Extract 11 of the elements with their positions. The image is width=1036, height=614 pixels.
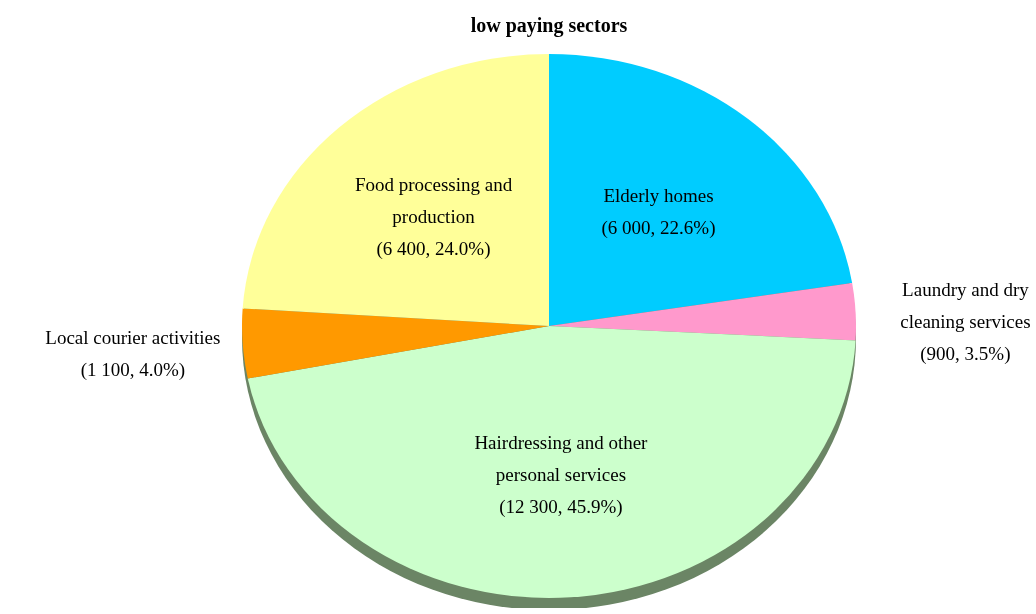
slice-label: Food processing and production (354, 173, 513, 227)
slice-label: Hairdressing and other personal services (474, 432, 649, 486)
data-label: (6 400, 24.0%) (376, 237, 491, 260)
data-label: (6 000, 22.6%) (601, 217, 716, 240)
slice-label: Laundry and dry cleaning services (900, 278, 1031, 332)
chart-title: low paying sectors (470, 14, 628, 37)
data-label: (1 100, 4.0%) (80, 358, 186, 381)
data-label: (900, 3.5%) (920, 342, 1011, 365)
slice-label: Elderly homes (603, 185, 714, 207)
data-label: (12 300, 45.9%) (499, 496, 623, 519)
slice-label: Local courier activities (45, 326, 221, 348)
